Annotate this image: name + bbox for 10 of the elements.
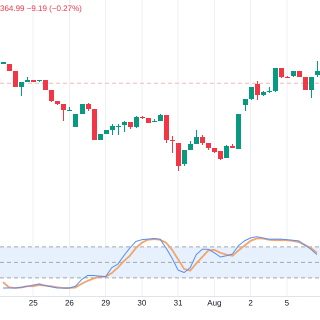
x-tick-label: 29	[101, 298, 111, 308]
x-tick-label: 30	[137, 298, 147, 308]
candlestick	[170, 136, 175, 153]
x-tick-label: 25	[28, 298, 38, 308]
x-tick-label: 2	[248, 298, 254, 308]
x-tick-label: 31	[174, 298, 184, 308]
x-tick-label: 5	[284, 298, 290, 308]
x-tick-label: Aug	[207, 298, 222, 308]
x-tick-label: 26	[64, 298, 74, 308]
chart-title: 364.99 −9.19 (−0.27%)	[0, 4, 82, 13]
